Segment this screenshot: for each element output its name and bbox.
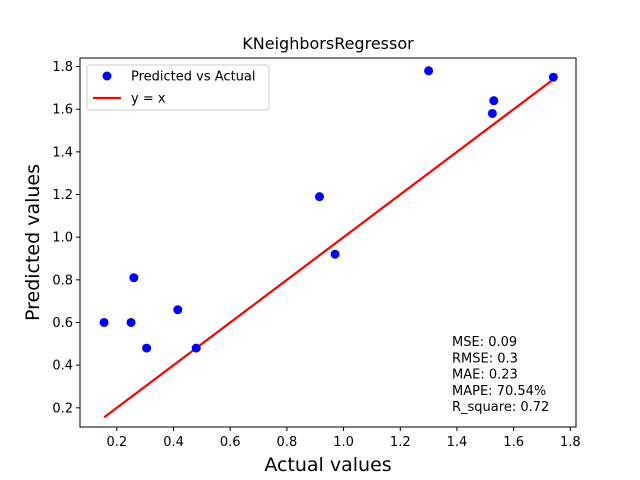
y-tick-label: 0.2	[52, 401, 73, 416]
scatter-point	[173, 305, 183, 315]
y-axis-label: Predicted values	[22, 164, 44, 321]
y-tick-label: 0.4	[52, 359, 73, 374]
x-tick-label: 1.8	[560, 435, 581, 450]
metric-line: MSE: 0.09	[452, 335, 517, 350]
scatter-point	[314, 192, 324, 202]
plot-area: 0.2 0.4 0.6 0.8 1.0 1.2 1.4 1.6 1.8 0.2 0.4 0.6 0.8 1…	[52, 57, 581, 450]
legend-box	[86, 64, 270, 111]
y-tick-label: 1.0	[52, 231, 73, 246]
y-tick-label: 1.2	[52, 188, 73, 203]
scatter-point	[129, 273, 139, 283]
scatter-point	[424, 66, 434, 76]
scatter-point	[99, 317, 109, 327]
legend-entry-label: y = x	[131, 92, 166, 107]
y-tick-label: 1.6	[52, 103, 73, 118]
legend-marker-scatter	[102, 71, 112, 81]
x-tick-label: 0.4	[163, 435, 184, 450]
y-tick-label: 1.8	[52, 60, 73, 75]
metric-line: MAPE: 70.54%	[452, 384, 546, 399]
scatter-point	[191, 343, 201, 353]
scatter-point	[489, 96, 499, 106]
metric-line: RMSE: 0.3	[452, 351, 518, 366]
x-tick-label: 0.6	[220, 435, 241, 450]
x-tick-label: 0.8	[277, 435, 298, 450]
metric-line: R_square: 0.72	[452, 400, 549, 415]
scatter-point	[126, 317, 136, 327]
y-tick-label: 1.4	[52, 145, 73, 160]
legend: Predicted vs Actual y = x	[86, 64, 270, 111]
scatter-point	[548, 72, 558, 82]
y-tick-label: 0.8	[52, 273, 73, 288]
scatter-point	[487, 108, 497, 118]
y-tick-label: 0.6	[52, 316, 73, 331]
identity-line	[103, 78, 554, 419]
metric-line: MAE: 0.23	[452, 368, 518, 383]
chart-title: KNeighborsRegressor	[242, 34, 414, 53]
x-tick-label: 1.6	[503, 435, 524, 450]
x-tick-label: 1.4	[447, 435, 468, 450]
x-tick-label: 0.2	[107, 435, 128, 450]
x-tick-label: 1.0	[333, 435, 354, 450]
x-tick-label: 1.2	[390, 435, 411, 450]
axes-frame	[79, 57, 577, 428]
scatter-point	[142, 343, 152, 353]
x-axis-label: Actual values	[264, 454, 391, 476]
legend-entry-label: Predicted vs Actual	[131, 70, 255, 85]
scatter-point	[330, 249, 340, 259]
